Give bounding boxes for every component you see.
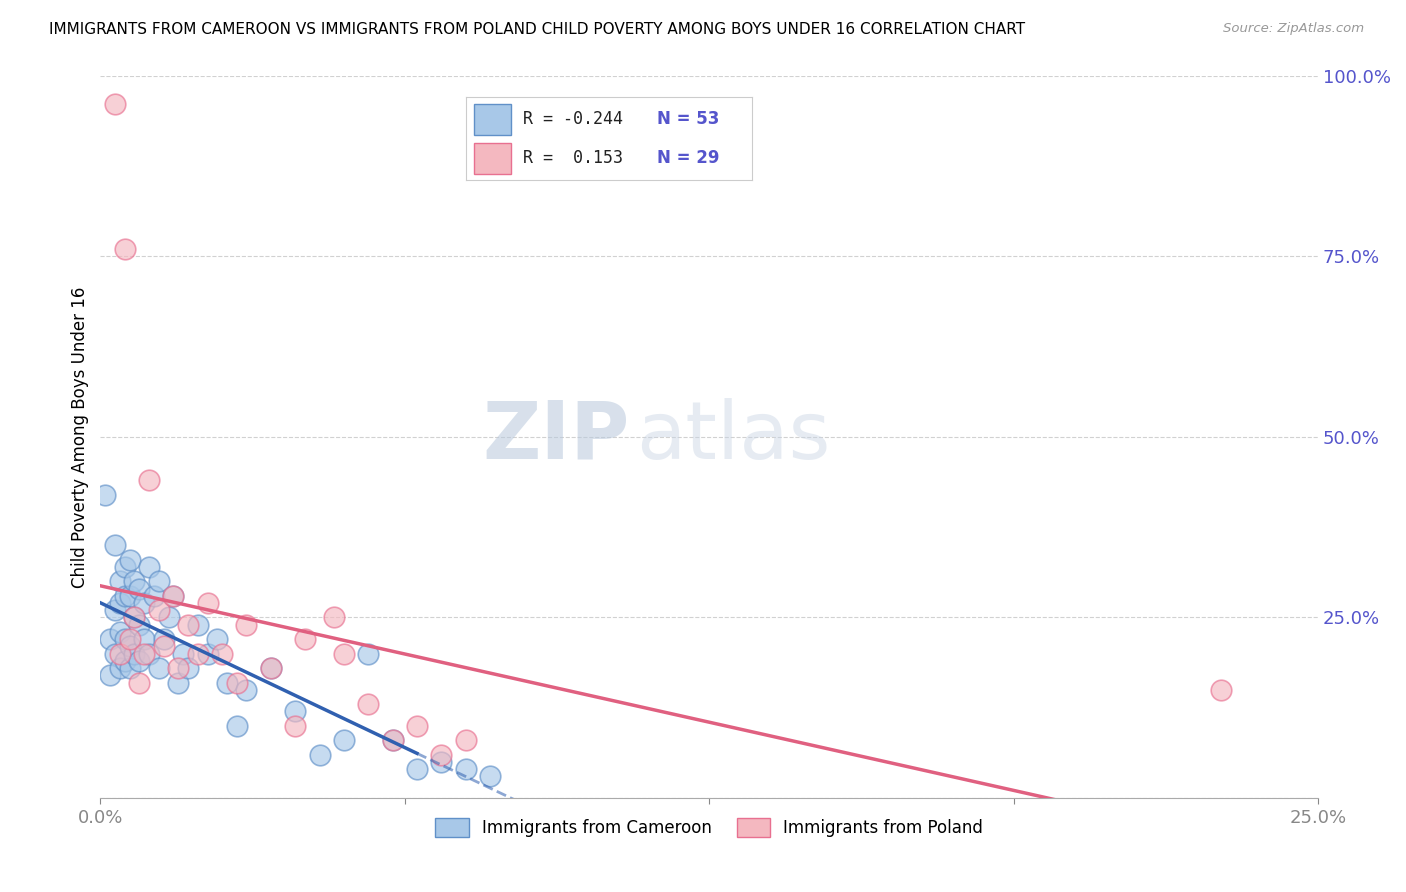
Point bbox=[128, 654, 150, 668]
Point bbox=[333, 733, 356, 747]
Point bbox=[152, 640, 174, 654]
Legend: Immigrants from Cameroon, Immigrants from Poland: Immigrants from Cameroon, Immigrants fro… bbox=[429, 812, 990, 844]
Point bbox=[128, 675, 150, 690]
Point bbox=[134, 647, 156, 661]
Point bbox=[118, 589, 141, 603]
Point bbox=[148, 574, 170, 589]
Point bbox=[108, 596, 131, 610]
Point bbox=[162, 589, 184, 603]
Point bbox=[152, 632, 174, 647]
Point bbox=[148, 661, 170, 675]
Point bbox=[177, 661, 200, 675]
Point bbox=[357, 697, 380, 711]
Point bbox=[128, 582, 150, 596]
Point bbox=[128, 617, 150, 632]
Point bbox=[162, 589, 184, 603]
Point bbox=[333, 647, 356, 661]
Point bbox=[94, 488, 117, 502]
Point bbox=[114, 589, 136, 603]
Point bbox=[104, 647, 127, 661]
Text: Source: ZipAtlas.com: Source: ZipAtlas.com bbox=[1223, 22, 1364, 36]
Point bbox=[284, 705, 307, 719]
Text: IMMIGRANTS FROM CAMEROON VS IMMIGRANTS FROM POLAND CHILD POVERTY AMONG BOYS UNDE: IMMIGRANTS FROM CAMEROON VS IMMIGRANTS F… bbox=[49, 22, 1025, 37]
Point bbox=[148, 603, 170, 617]
Point bbox=[118, 632, 141, 647]
Point bbox=[177, 617, 200, 632]
Point bbox=[187, 617, 209, 632]
Point bbox=[225, 719, 247, 733]
Point bbox=[406, 762, 429, 776]
Point bbox=[157, 610, 180, 624]
Y-axis label: Child Poverty Among Boys Under 16: Child Poverty Among Boys Under 16 bbox=[72, 286, 89, 588]
Point bbox=[357, 647, 380, 661]
Point bbox=[430, 747, 453, 762]
Point bbox=[406, 719, 429, 733]
Point bbox=[104, 603, 127, 617]
Point bbox=[124, 647, 146, 661]
Point bbox=[187, 647, 209, 661]
Point bbox=[108, 624, 131, 639]
Point bbox=[108, 661, 131, 675]
Point bbox=[235, 617, 257, 632]
Point bbox=[114, 632, 136, 647]
Point bbox=[124, 610, 146, 624]
Point bbox=[114, 242, 136, 256]
Point bbox=[138, 647, 160, 661]
Point bbox=[197, 647, 219, 661]
Point bbox=[108, 574, 131, 589]
Point bbox=[260, 661, 283, 675]
Point bbox=[430, 755, 453, 769]
Point bbox=[124, 574, 146, 589]
Point bbox=[225, 675, 247, 690]
Point bbox=[323, 610, 346, 624]
Point bbox=[138, 560, 160, 574]
Point bbox=[98, 632, 121, 647]
Text: atlas: atlas bbox=[636, 398, 831, 475]
Point bbox=[167, 675, 190, 690]
Point bbox=[235, 682, 257, 697]
Point bbox=[454, 762, 477, 776]
Point bbox=[138, 473, 160, 487]
Point bbox=[108, 647, 131, 661]
Point bbox=[118, 640, 141, 654]
Point bbox=[134, 632, 156, 647]
Point bbox=[98, 668, 121, 682]
Point bbox=[260, 661, 283, 675]
Point bbox=[381, 733, 404, 747]
Point bbox=[104, 97, 127, 112]
Point bbox=[294, 632, 316, 647]
Point bbox=[118, 661, 141, 675]
Point bbox=[114, 654, 136, 668]
Point bbox=[124, 610, 146, 624]
Point bbox=[207, 632, 229, 647]
Point bbox=[118, 552, 141, 566]
Point bbox=[479, 769, 502, 783]
Point bbox=[134, 596, 156, 610]
Point bbox=[211, 647, 233, 661]
Point bbox=[284, 719, 307, 733]
Point bbox=[172, 647, 194, 661]
Text: ZIP: ZIP bbox=[482, 398, 630, 475]
Point bbox=[114, 560, 136, 574]
Point bbox=[215, 675, 238, 690]
Point bbox=[104, 538, 127, 552]
Point bbox=[381, 733, 404, 747]
Point bbox=[197, 596, 219, 610]
Point bbox=[308, 747, 330, 762]
Point bbox=[1209, 682, 1232, 697]
Point bbox=[167, 661, 190, 675]
Point bbox=[454, 733, 477, 747]
Point bbox=[142, 589, 165, 603]
